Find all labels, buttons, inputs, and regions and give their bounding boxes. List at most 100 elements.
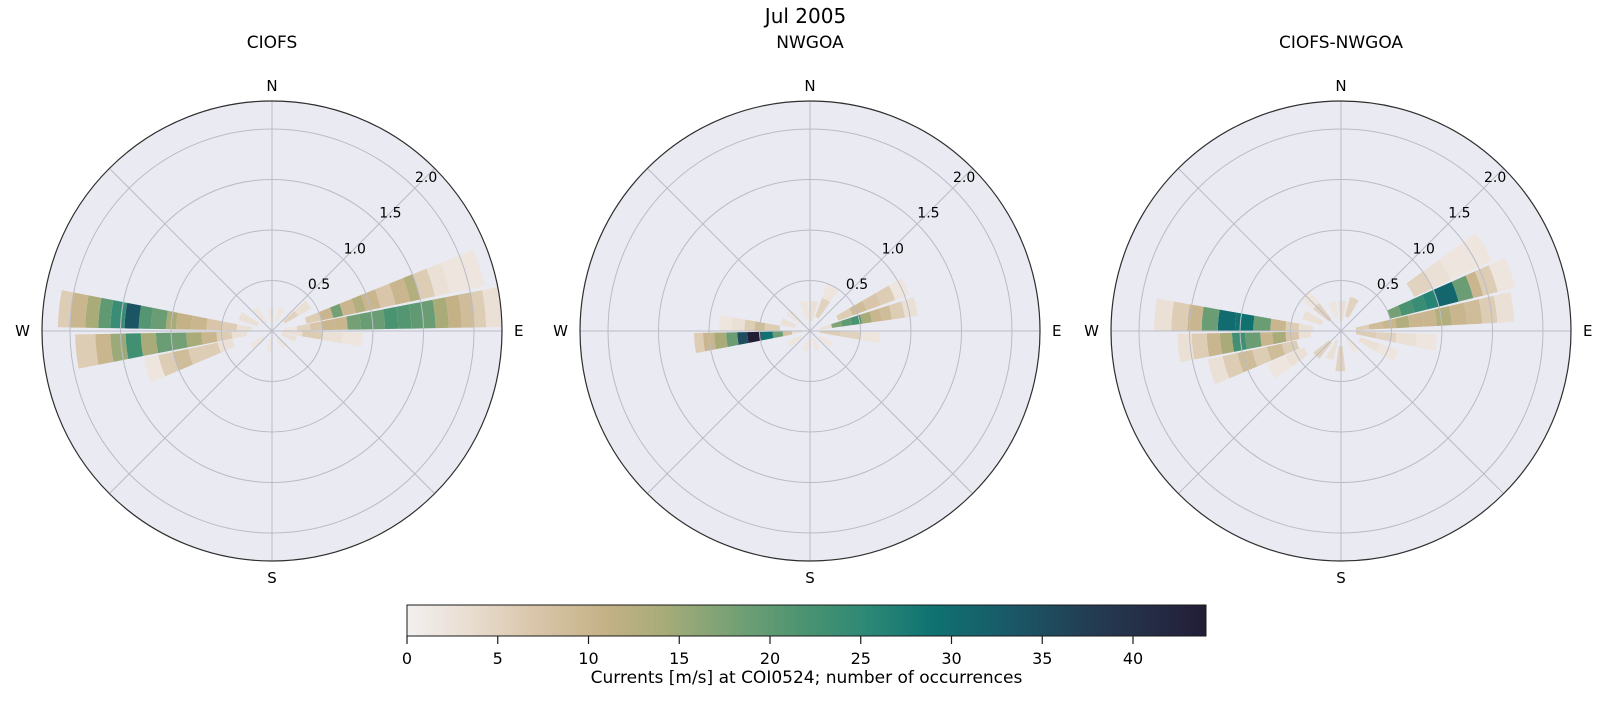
rose-cell (186, 332, 203, 348)
colorbar-tick-label: 30 (941, 649, 961, 668)
angular-gridline (1340, 168, 1504, 332)
rose-cell (1422, 259, 1451, 289)
cardinal-label-s: S (267, 569, 277, 587)
rose-cell (819, 331, 841, 337)
polar-spine (579, 100, 1041, 562)
rose-cell (1465, 271, 1484, 299)
rose-cell (747, 331, 762, 343)
rose-cell (1464, 299, 1483, 325)
rose-cell (869, 308, 883, 323)
rose-cell (1335, 346, 1346, 372)
rose-cell (1387, 305, 1402, 319)
rose-cell (1493, 291, 1515, 323)
rose-cell (901, 297, 919, 318)
rose-cell (274, 306, 285, 323)
angular-gridline (1178, 330, 1342, 494)
rose-cell (849, 300, 867, 316)
angular-gridline (1178, 168, 1342, 332)
rose-cell (737, 332, 749, 345)
radial-tick-label: 2.0 (1484, 170, 1506, 186)
polar-spine (1110, 100, 1572, 562)
rose-cell (819, 324, 833, 330)
angular-gridline (809, 168, 973, 332)
rose-cell (231, 331, 248, 339)
rose-cell (1266, 343, 1286, 361)
rose-cell (1285, 331, 1300, 342)
rose-cell (346, 314, 361, 330)
radial-tick-label: 0.5 (1377, 277, 1399, 293)
rose-cell (1395, 315, 1410, 329)
rose-cell (221, 321, 238, 331)
rose-cell (217, 339, 235, 353)
rose-cell (138, 305, 154, 329)
rose-cell (458, 292, 474, 328)
rose-cell (420, 299, 436, 329)
rose-cell (294, 300, 312, 316)
rose-cell (812, 337, 821, 351)
rose-cell (1154, 298, 1174, 331)
rose-cell (1355, 324, 1370, 331)
rose-cell (791, 331, 803, 335)
rose-cell (389, 278, 411, 305)
rose-cell (155, 332, 173, 354)
rose-cell (1478, 295, 1498, 324)
rose-cell (1406, 271, 1433, 297)
radial-tick-label: 2.0 (953, 170, 975, 186)
rose-cell (815, 297, 831, 319)
rose-cell (206, 318, 223, 331)
rose-cell (276, 336, 287, 349)
rose-cell (158, 351, 180, 377)
rose-cell (1285, 321, 1300, 331)
rose-cell (304, 312, 322, 324)
rose-cell (150, 307, 168, 330)
rose-cell (371, 309, 386, 330)
rose-cell (110, 333, 129, 362)
rose-cell (1219, 332, 1234, 355)
radial-tick-label: 1.0 (344, 241, 366, 257)
rose-cell (888, 301, 906, 320)
rose-cell (787, 335, 803, 348)
rose-cell (201, 331, 218, 345)
panel-title-ciofs: CIOFS (246, 33, 298, 53)
rose-cell (95, 333, 114, 365)
colorbar-tick-label: 35 (1032, 649, 1052, 668)
rose-cell (726, 332, 739, 347)
colorbar-tick-label: 20 (760, 649, 780, 668)
rose-cell (1201, 306, 1220, 331)
rose-cell (810, 300, 818, 322)
rose-cell (1267, 355, 1292, 379)
rose-cell (831, 321, 843, 328)
rose-cell (252, 306, 267, 324)
rose-cell (1375, 343, 1399, 362)
cardinal-label-e: E (1052, 322, 1061, 340)
colorbar-tick-label: 10 (578, 649, 598, 668)
rose-cell (309, 321, 323, 331)
rose-cell (839, 331, 861, 340)
colorbar-canvas: 0 5 10 15 20 25 30 35 40 (402, 604, 1207, 668)
rose-cell (780, 318, 797, 328)
rose-cell (1298, 323, 1314, 331)
cardinal-label-w: W (1084, 322, 1099, 340)
rose-cell (1488, 257, 1516, 292)
rose-cell (803, 338, 810, 352)
rose-cell (731, 317, 746, 331)
rose-cell (1328, 301, 1339, 318)
polar-plot-1: N E S W 0.5 1.0 1.5 2.0 (15, 77, 523, 587)
rose-cell (216, 331, 233, 342)
cardinal-label-s: S (1336, 569, 1346, 587)
rose-cell (764, 323, 781, 331)
cardinal-label-w: W (15, 322, 30, 340)
cardinal-label-n: N (804, 77, 815, 95)
angular-gridline (109, 168, 273, 332)
rose-cell (1358, 337, 1380, 352)
rose-cell (281, 333, 297, 342)
rose-cell (744, 319, 756, 331)
rose-cell (283, 310, 299, 324)
rose-cell (1395, 332, 1417, 347)
angular-gridline (647, 168, 811, 332)
angular-gridline (271, 330, 435, 494)
rose-cell (1459, 233, 1493, 270)
polar-plot-2: N E S W 0.5 1.0 1.5 2.0 (553, 77, 1061, 587)
rose-cell (339, 298, 356, 316)
rose-cell (281, 331, 303, 337)
